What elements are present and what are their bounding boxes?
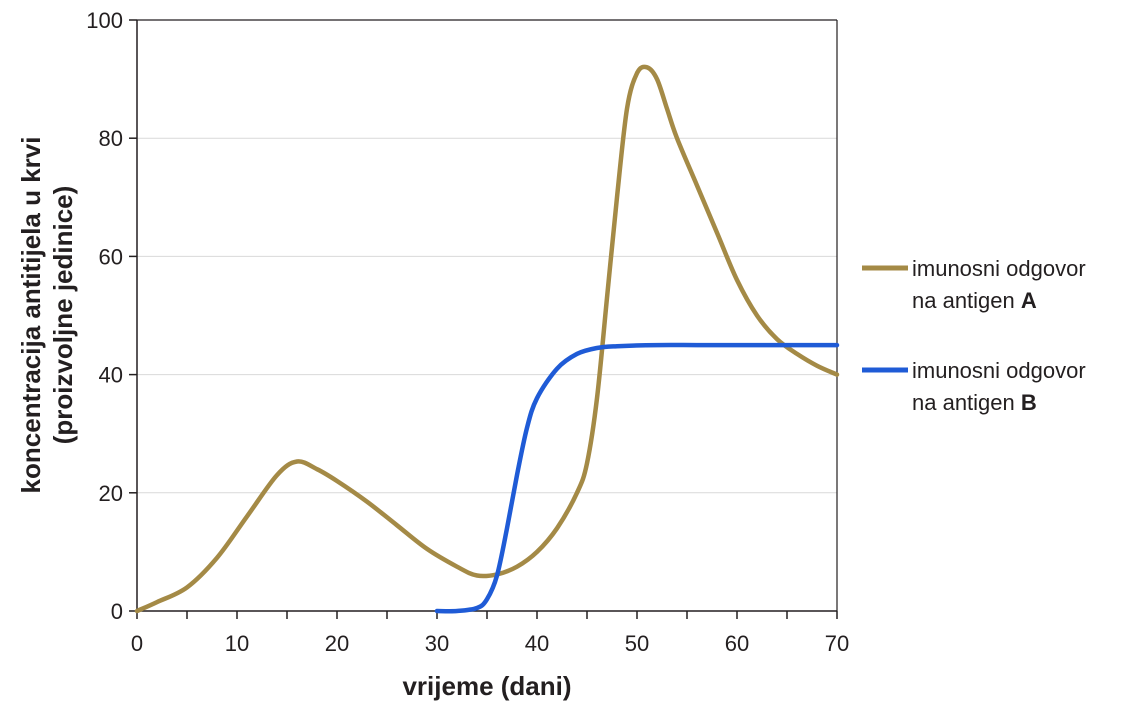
y-axis-title-line2: (proizvoljne jedinice): [48, 186, 78, 445]
x-axis-title: vrijeme (dani): [402, 671, 571, 701]
y-tick-label-20: 20: [99, 481, 123, 506]
y-axis-title-line1: koncentracija antitijela u krvi: [16, 137, 46, 494]
y-tick-label-40: 40: [99, 363, 123, 388]
x-tick-label-30: 30: [425, 631, 449, 656]
chart-axes: 0 20 40 60 80 100 0 10 20 30 40 50 60 70: [86, 8, 849, 656]
legend: imunosni odgovor na antigen A imunosni odg…: [862, 256, 1086, 415]
x-tick-label-70: 70: [825, 631, 849, 656]
grid-lines: [137, 19, 837, 494]
x-tick-label-40: 40: [525, 631, 549, 656]
legend-label-antigen-a-line2: na antigen A: [912, 288, 1037, 313]
x-tick-label-50: 50: [625, 631, 649, 656]
legend-label-antigen-b-line2: na antigen B: [912, 390, 1037, 415]
x-tick-label-0: 0: [131, 631, 143, 656]
y-tick-label-60: 60: [99, 244, 123, 269]
series-line-antigen-a: [134, 64, 840, 614]
y-tick-label-80: 80: [99, 126, 123, 151]
x-tick-label-10: 10: [225, 631, 249, 656]
x-tick-label-20: 20: [325, 631, 349, 656]
series-lines: [134, 64, 840, 614]
legend-label-antigen-a-line1: imunosni odgovor: [912, 256, 1086, 281]
y-tick-label-100: 100: [86, 8, 123, 33]
legend-label-antigen-b-line1: imunosni odgovor: [912, 358, 1086, 383]
x-tick-label-60: 60: [725, 631, 749, 656]
series-line-antigen-b: [434, 342, 840, 614]
y-tick-label-0: 0: [111, 599, 123, 624]
